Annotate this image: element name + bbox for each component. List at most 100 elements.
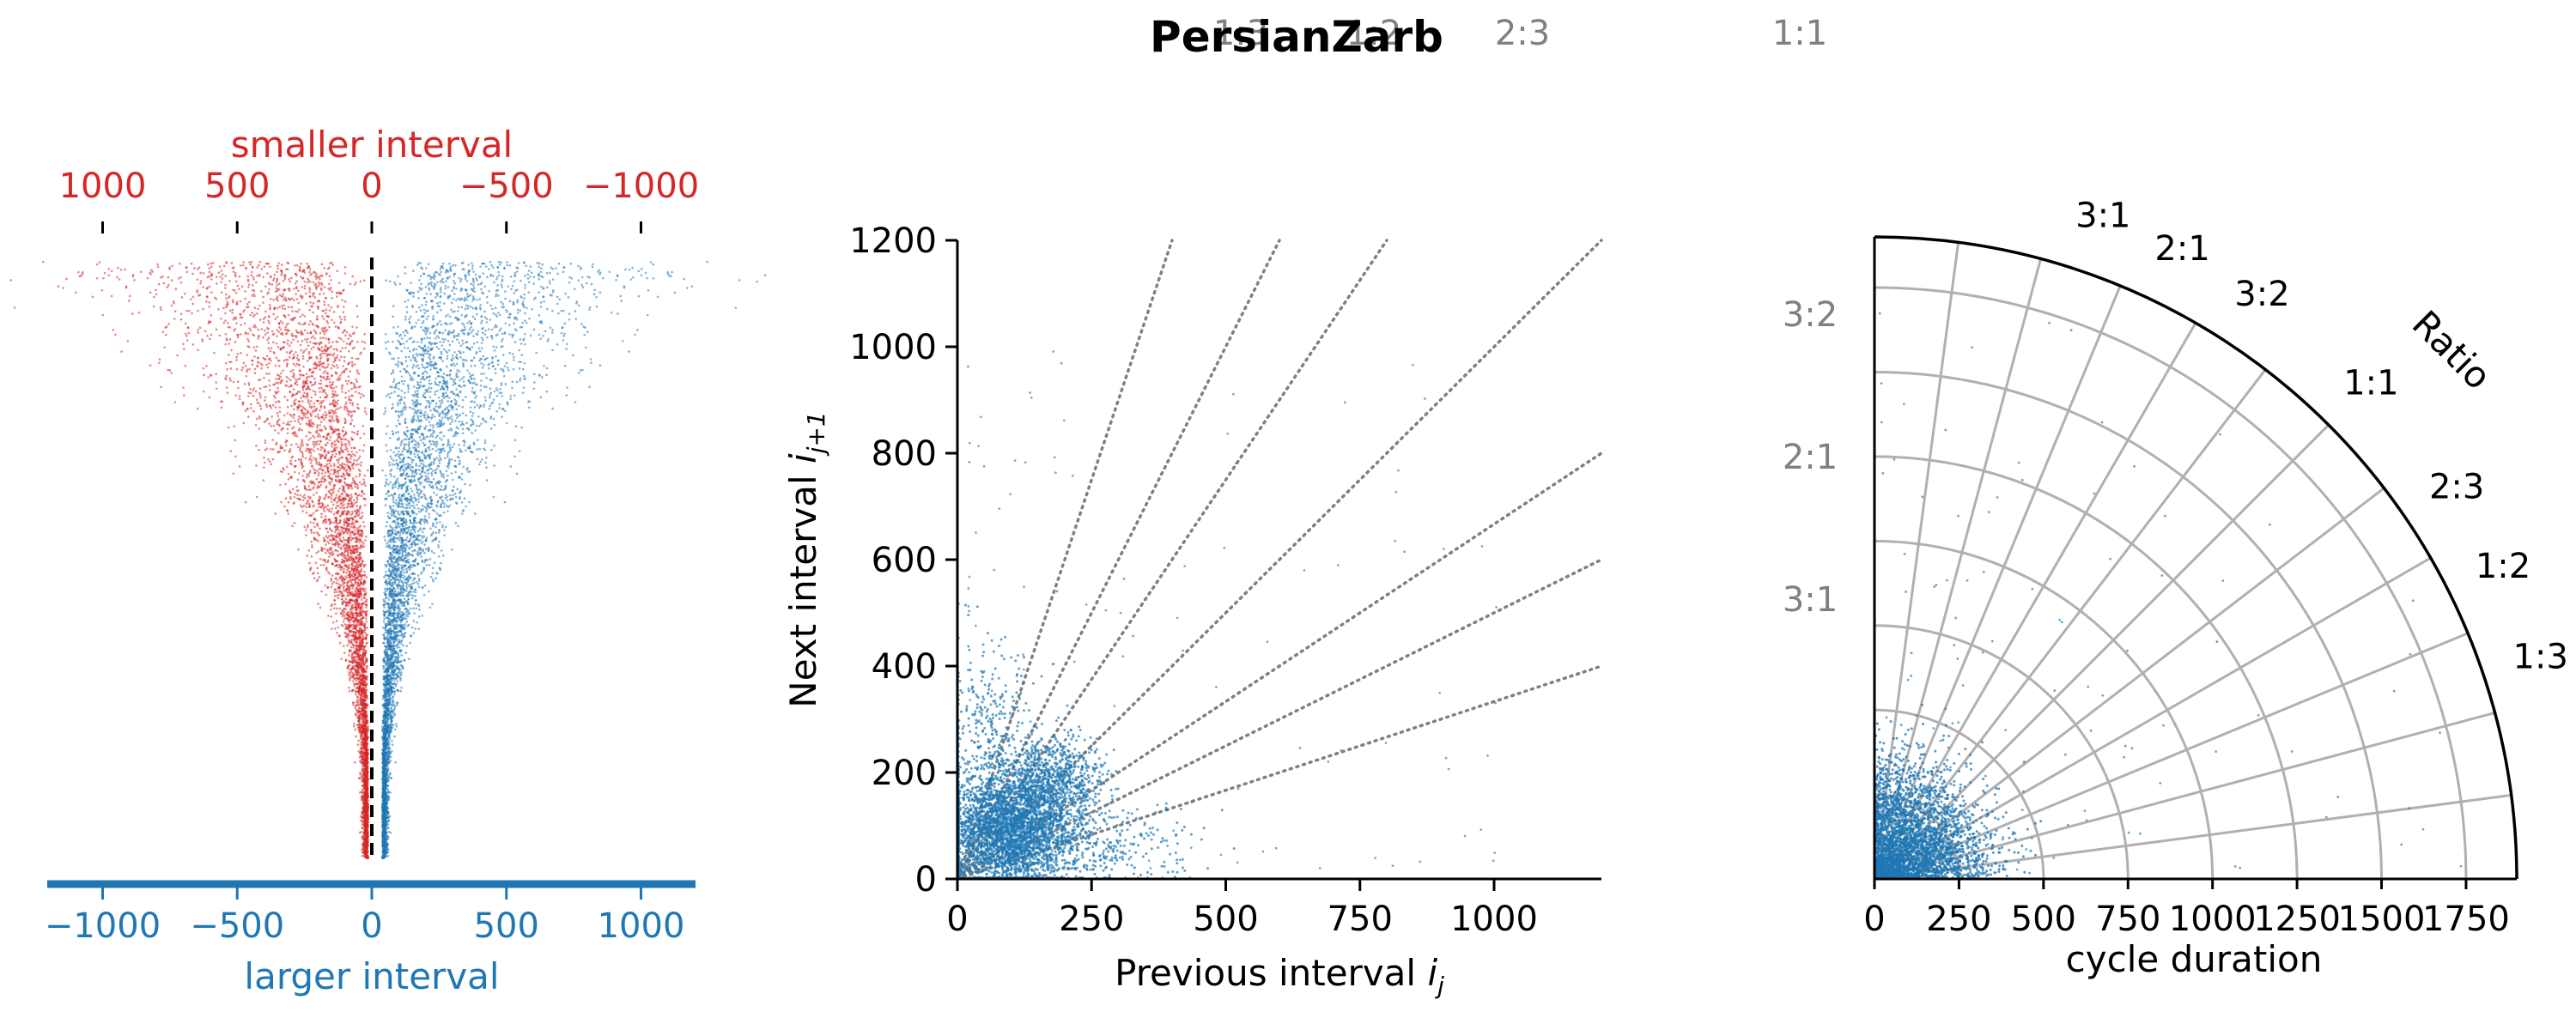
red-point bbox=[352, 680, 355, 682]
red-point bbox=[219, 276, 222, 278]
blue-point bbox=[424, 464, 428, 468]
red-point bbox=[313, 483, 316, 486]
blue-point bbox=[417, 497, 421, 500]
red-point bbox=[118, 278, 121, 281]
blue-point bbox=[401, 510, 404, 512]
red-point bbox=[328, 325, 331, 329]
blue-point bbox=[415, 607, 418, 609]
red-point bbox=[326, 559, 330, 562]
blue-point bbox=[396, 703, 398, 706]
blue-point bbox=[428, 379, 431, 382]
blue-point bbox=[392, 609, 396, 612]
red-point bbox=[331, 390, 334, 392]
red-point bbox=[301, 442, 304, 445]
red-point bbox=[346, 468, 349, 471]
red-point bbox=[338, 487, 341, 490]
red-point bbox=[164, 333, 167, 336]
red-point bbox=[162, 282, 166, 285]
red-point bbox=[292, 426, 295, 429]
blue-point bbox=[473, 364, 477, 367]
blue-point bbox=[417, 615, 421, 618]
red-point bbox=[248, 261, 251, 264]
red-point bbox=[322, 372, 325, 374]
blue-point bbox=[526, 273, 530, 276]
blue-point bbox=[538, 265, 541, 269]
blue-point bbox=[442, 434, 446, 438]
blue-point bbox=[416, 582, 420, 585]
blue-point bbox=[471, 283, 475, 287]
red-point bbox=[364, 613, 368, 616]
blue-point bbox=[472, 335, 475, 338]
red-point bbox=[335, 591, 338, 593]
red-point bbox=[310, 336, 313, 339]
ribbon-panel: smaller interval 1000 500 0 −500 −1000 −1000… bbox=[9, 124, 767, 997]
blue-point bbox=[531, 307, 533, 311]
blue-point bbox=[410, 407, 414, 410]
figure-title: PersianZarb bbox=[1150, 12, 1443, 62]
blue-point bbox=[387, 598, 391, 602]
red-point bbox=[184, 365, 187, 367]
blue-point bbox=[404, 615, 408, 617]
red-point bbox=[348, 642, 351, 645]
blue-point bbox=[476, 279, 478, 282]
red-point bbox=[350, 446, 353, 450]
red-point bbox=[360, 494, 363, 498]
red-point bbox=[328, 510, 331, 512]
blue-point bbox=[616, 274, 619, 276]
blue-point bbox=[392, 315, 394, 318]
red-point bbox=[363, 524, 366, 528]
red-point bbox=[332, 512, 336, 516]
blue-point bbox=[446, 354, 449, 358]
red-point bbox=[335, 539, 337, 542]
red-point bbox=[339, 349, 343, 353]
red-point bbox=[316, 347, 319, 349]
blue-point bbox=[473, 406, 477, 409]
blue-point bbox=[418, 553, 422, 555]
red-point bbox=[205, 365, 208, 367]
blue-point bbox=[416, 621, 418, 624]
red-point bbox=[306, 341, 308, 343]
red-point bbox=[365, 598, 368, 601]
red-point bbox=[276, 300, 279, 302]
red-point bbox=[355, 369, 359, 372]
blue-point bbox=[482, 447, 485, 450]
blue-point bbox=[496, 363, 500, 366]
blue-point bbox=[392, 587, 396, 591]
red-point bbox=[286, 427, 289, 431]
red-point bbox=[332, 419, 336, 422]
blue-point bbox=[435, 342, 439, 345]
blue-point bbox=[404, 318, 407, 321]
red-point bbox=[268, 288, 270, 291]
blue-point bbox=[386, 520, 389, 524]
red-point bbox=[323, 510, 326, 513]
red-point bbox=[303, 525, 307, 529]
blue-point bbox=[383, 613, 386, 616]
blue-point bbox=[410, 597, 414, 600]
red-point bbox=[182, 386, 185, 389]
red-point bbox=[320, 327, 324, 330]
blue-point bbox=[406, 613, 409, 615]
red-point bbox=[325, 543, 327, 546]
blue-point bbox=[414, 627, 417, 630]
blue-point bbox=[473, 290, 477, 293]
blue-point bbox=[382, 598, 386, 601]
blue-point bbox=[415, 321, 417, 324]
blue-point bbox=[568, 312, 571, 316]
red-point bbox=[312, 390, 315, 392]
blue-point bbox=[474, 429, 477, 432]
blue-point bbox=[453, 280, 455, 282]
red-point bbox=[234, 455, 237, 458]
blue-point bbox=[452, 494, 454, 496]
red-point bbox=[313, 336, 317, 340]
blue-point bbox=[493, 281, 495, 284]
red-point bbox=[210, 265, 213, 269]
blue-point bbox=[407, 299, 410, 301]
blue-point bbox=[508, 313, 511, 316]
blue-point bbox=[415, 580, 418, 584]
red-point bbox=[355, 459, 358, 462]
blue-point bbox=[406, 331, 409, 334]
blue-point bbox=[408, 475, 410, 478]
blue-point bbox=[444, 338, 447, 341]
blue-point bbox=[551, 348, 554, 352]
red-point bbox=[361, 512, 364, 514]
